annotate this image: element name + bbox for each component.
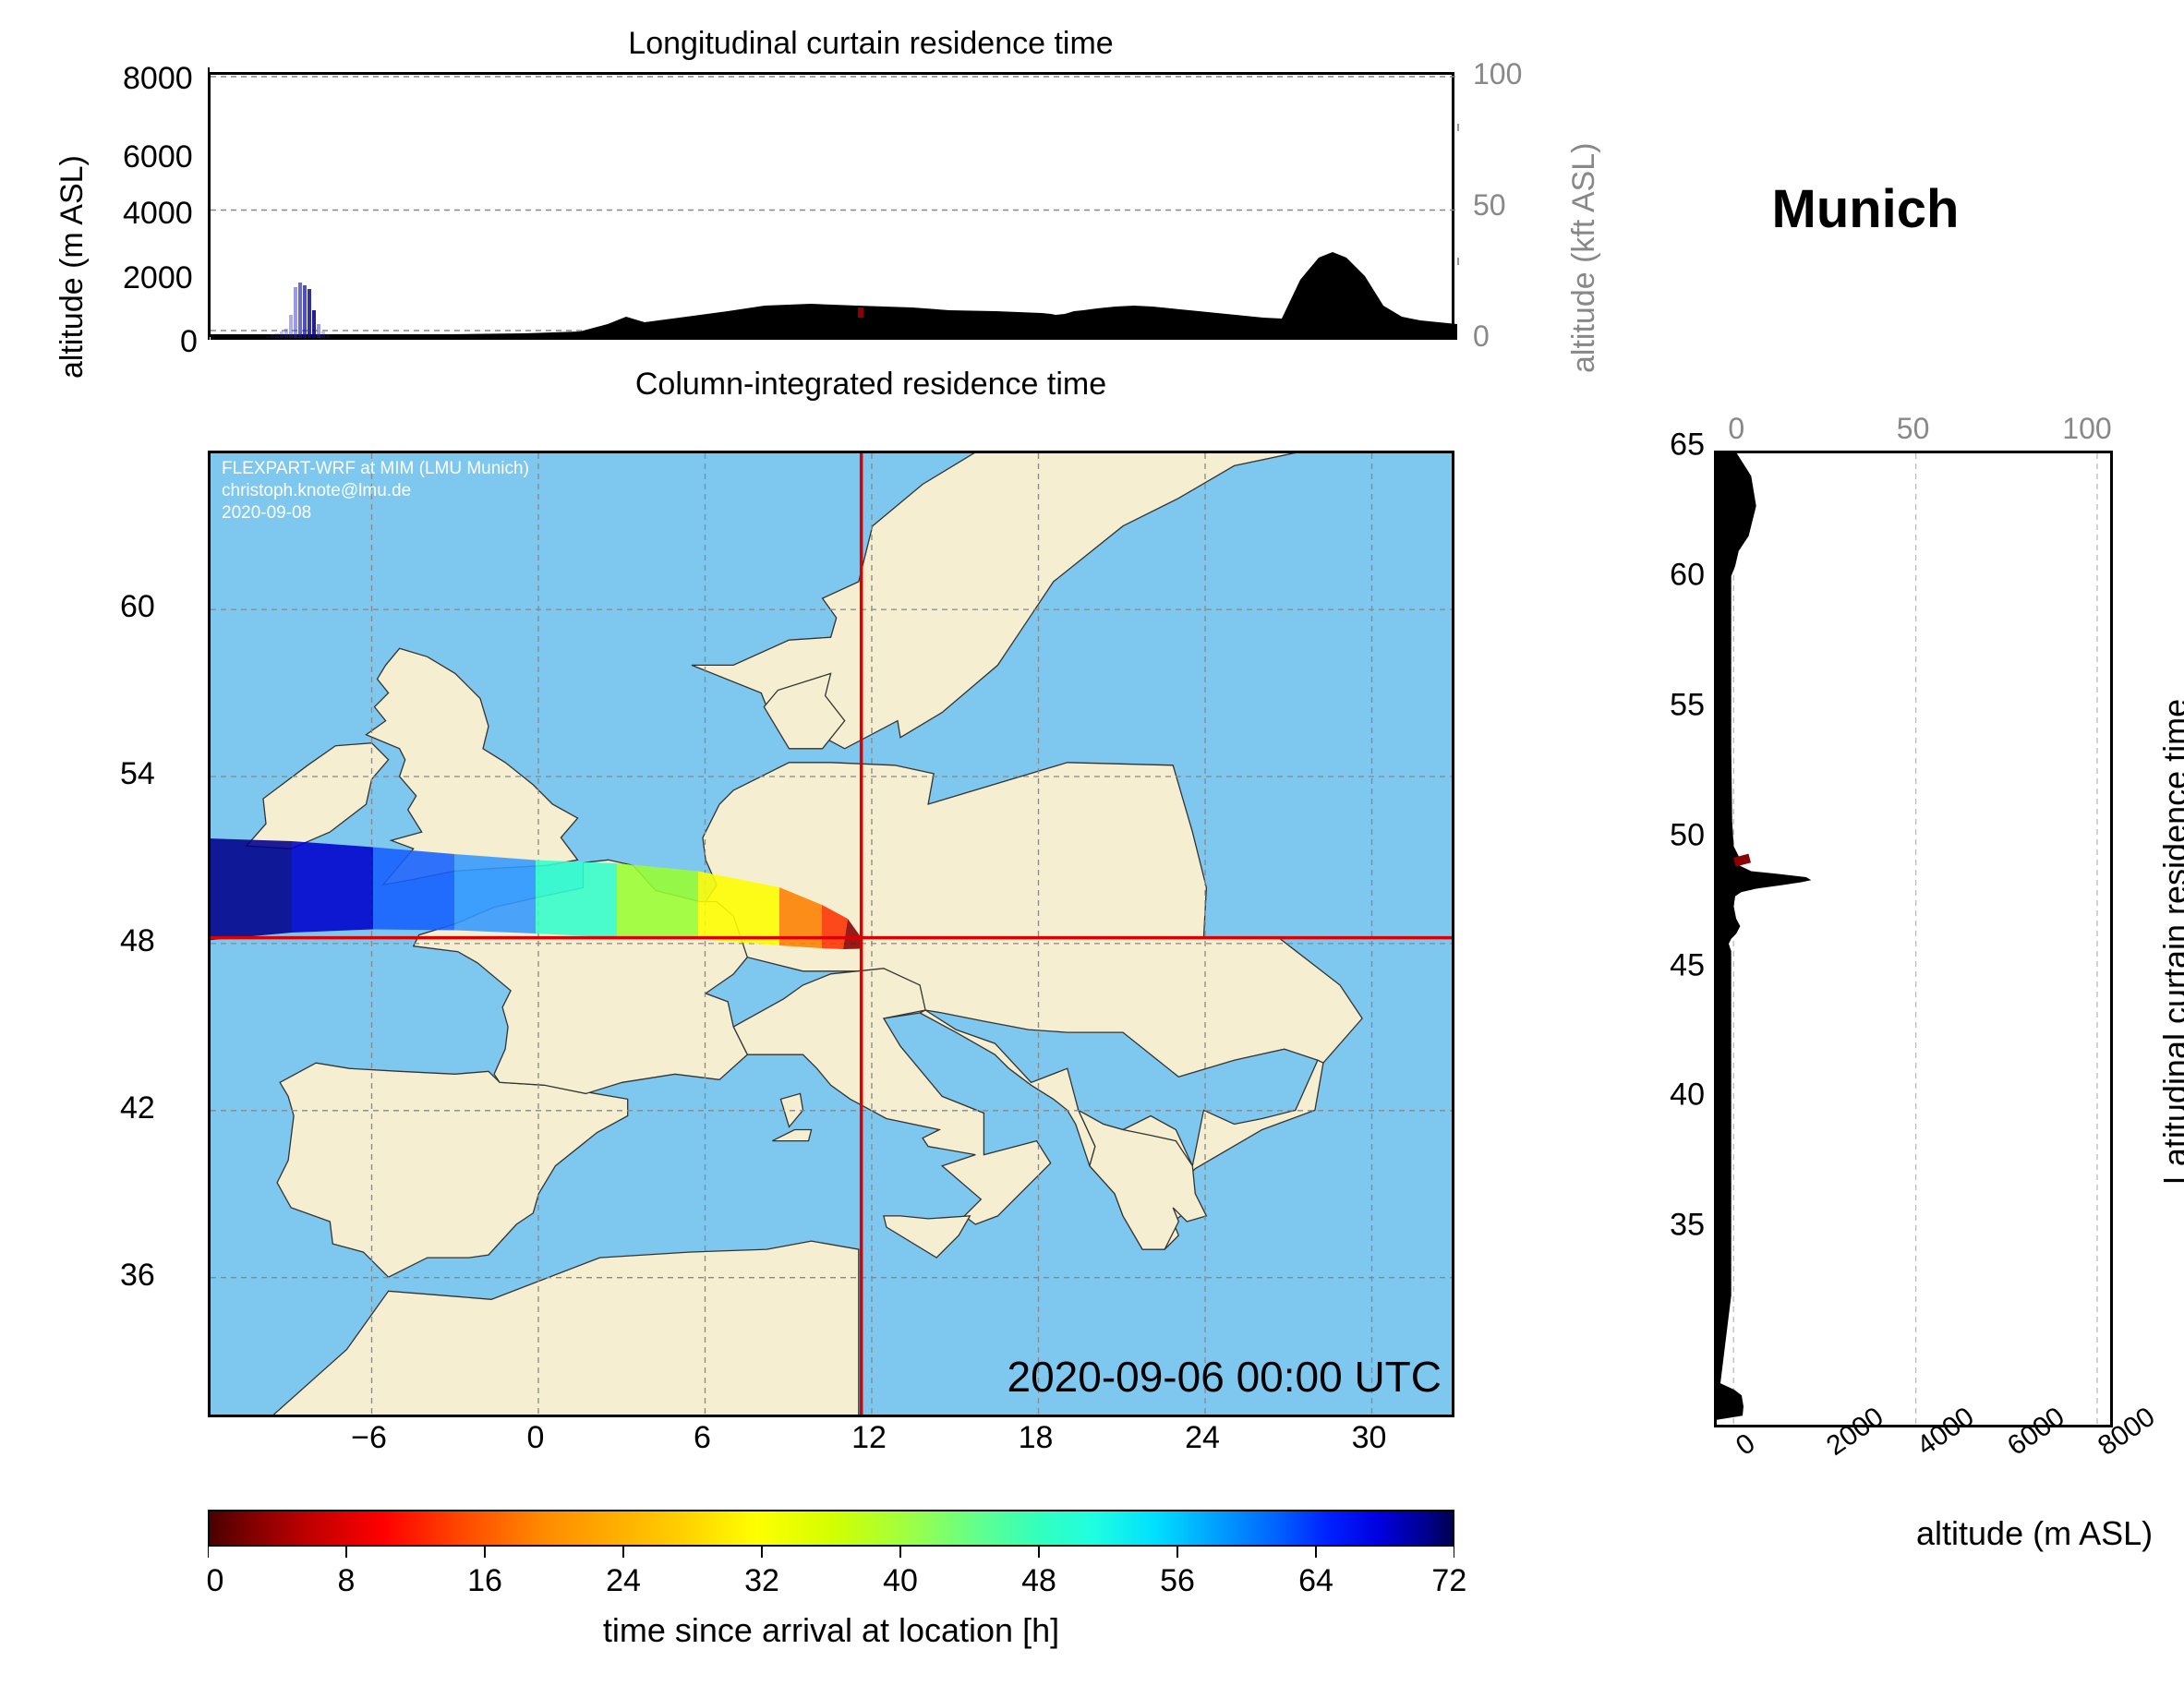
svg-text:2020-09-06 00:00 UTC: 2020-09-06 00:00 UTC [1007,1353,1442,1401]
svg-text:FLEXPART-WRF at MIM (LMU Munic: FLEXPART-WRF at MIM (LMU Munich) [222,459,529,478]
svg-text:2020-09-08: 2020-09-08 [222,503,311,523]
svg-text:christoph.knote@lmu.de: christoph.knote@lmu.de [222,481,411,500]
